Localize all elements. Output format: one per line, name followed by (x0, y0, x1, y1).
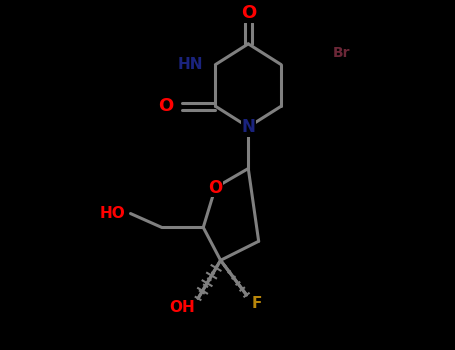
Text: HN: HN (178, 57, 203, 72)
Text: O: O (208, 178, 222, 197)
Text: N: N (241, 118, 255, 136)
Text: Br: Br (333, 46, 351, 60)
Text: OH: OH (169, 300, 195, 315)
Text: F: F (252, 296, 262, 311)
Text: HO: HO (100, 206, 125, 221)
Text: O: O (159, 97, 174, 115)
Text: O: O (241, 4, 256, 22)
